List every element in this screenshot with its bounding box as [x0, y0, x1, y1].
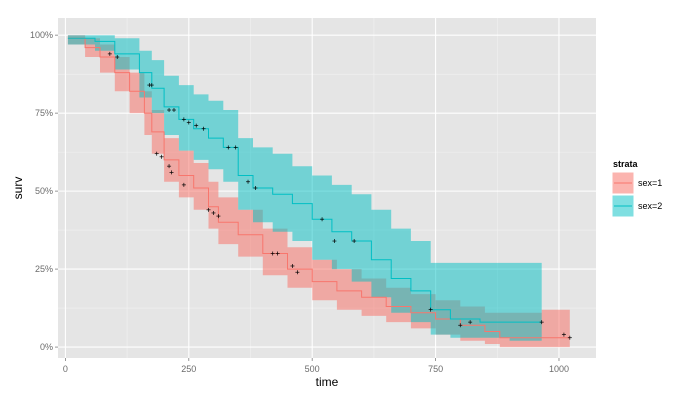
censor-mark: [181, 117, 186, 122]
censor-mark: [561, 332, 566, 337]
confidence-band-sex-2: [67, 35, 542, 341]
censor-mark: [270, 251, 275, 256]
legend-label: sex=1: [638, 178, 662, 188]
legend-item-sex-2: sex=2: [611, 194, 662, 218]
x-tick-label: 250: [181, 364, 196, 374]
y-tick-label: 25%: [35, 264, 53, 274]
censor-mark: [186, 120, 191, 125]
y-tick-label: 0%: [40, 342, 53, 352]
censor-mark: [352, 239, 357, 244]
censor-mark: [428, 307, 433, 312]
confidence-bands: [67, 35, 570, 348]
censor-marks: [107, 51, 572, 340]
y-tick-label: 50%: [35, 186, 53, 196]
y-axis-title: surv: [11, 177, 25, 200]
censor-mark: [149, 83, 154, 88]
censor-mark: [167, 108, 172, 113]
legend-title: strata: [613, 159, 639, 169]
x-tick-label: 750: [428, 364, 443, 374]
survival-lines: [67, 37, 570, 339]
censor-mark: [468, 320, 473, 325]
legend-item-sex-1: sex=1: [611, 171, 662, 195]
x-axis-ticks: 0 250 500 750 1000: [63, 358, 569, 374]
censor-mark: [253, 186, 258, 190]
censor-mark: [169, 170, 174, 175]
censor-mark: [320, 217, 325, 222]
censor-mark: [194, 123, 199, 128]
censor-mark: [233, 145, 238, 150]
censor-mark: [211, 210, 216, 215]
censor-mark: [458, 323, 463, 328]
censor-mark: [171, 108, 176, 113]
censor-mark: [167, 164, 172, 169]
censor-mark: [275, 251, 280, 256]
censor-mark: [567, 335, 572, 340]
y-tick-label: 100%: [30, 30, 53, 40]
y-tick-label: 75%: [35, 108, 53, 118]
censor-mark: [107, 51, 112, 56]
censor-mark: [539, 320, 544, 325]
x-axis-title: time: [316, 375, 339, 389]
censor-mark: [206, 207, 211, 212]
censor-mark: [246, 179, 251, 184]
censor-mark: [332, 239, 337, 244]
censor-mark: [226, 145, 231, 150]
survival-line-sex-2: [67, 37, 542, 323]
survival-line-sex-1: [67, 37, 570, 339]
y-axis-ticks: 0% 25% 50% 75% 100%: [30, 30, 58, 352]
x-tick-label: 1000: [549, 364, 569, 374]
censor-mark: [295, 270, 300, 275]
censor-mark: [154, 151, 159, 156]
x-tick-label: 500: [305, 364, 320, 374]
censor-mark: [159, 154, 164, 159]
censor-mark: [181, 182, 186, 187]
censor-mark: [216, 214, 221, 219]
legend: strata sex=1 sex=2: [611, 159, 662, 218]
censor-mark: [115, 54, 120, 59]
legend-items: sex=1 sex=2: [611, 171, 662, 218]
legend-label: sex=2: [638, 201, 662, 211]
censor-mark: [201, 126, 206, 131]
x-tick-label: 0: [63, 364, 68, 374]
censor-mark: [290, 263, 295, 268]
